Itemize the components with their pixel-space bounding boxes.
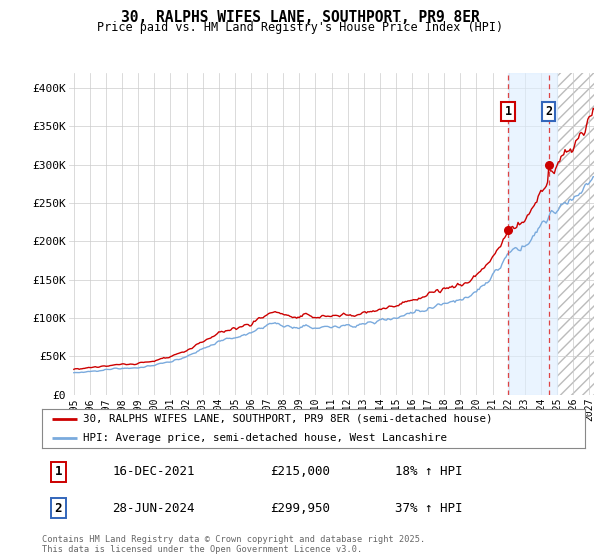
Text: 18% ↑ HPI: 18% ↑ HPI [395, 465, 463, 478]
Text: 30, RALPHS WIFES LANE, SOUTHPORT, PR9 8ER: 30, RALPHS WIFES LANE, SOUTHPORT, PR9 8E… [121, 10, 479, 25]
Text: 2: 2 [55, 502, 62, 515]
Text: HPI: Average price, semi-detached house, West Lancashire: HPI: Average price, semi-detached house,… [83, 433, 447, 443]
Text: 37% ↑ HPI: 37% ↑ HPI [395, 502, 463, 515]
Bar [508, 73, 557, 395]
Text: Contains HM Land Registry data © Crown copyright and database right 2025.
This d: Contains HM Land Registry data © Crown c… [42, 535, 425, 554]
Text: 16-DEC-2021: 16-DEC-2021 [113, 465, 195, 478]
Text: 30, RALPHS WIFES LANE, SOUTHPORT, PR9 8ER (semi-detached house): 30, RALPHS WIFES LANE, SOUTHPORT, PR9 8E… [83, 414, 492, 424]
Text: £299,950: £299,950 [270, 502, 330, 515]
Text: Price paid vs. HM Land Registry's House Price Index (HPI): Price paid vs. HM Land Registry's House … [97, 21, 503, 34]
Text: 1: 1 [505, 105, 512, 118]
Text: 1: 1 [55, 465, 62, 478]
Text: 2: 2 [545, 105, 553, 118]
Bar [557, 73, 594, 395]
Text: 28-JUN-2024: 28-JUN-2024 [113, 502, 195, 515]
Bar [557, 73, 594, 395]
Text: £215,000: £215,000 [270, 465, 330, 478]
